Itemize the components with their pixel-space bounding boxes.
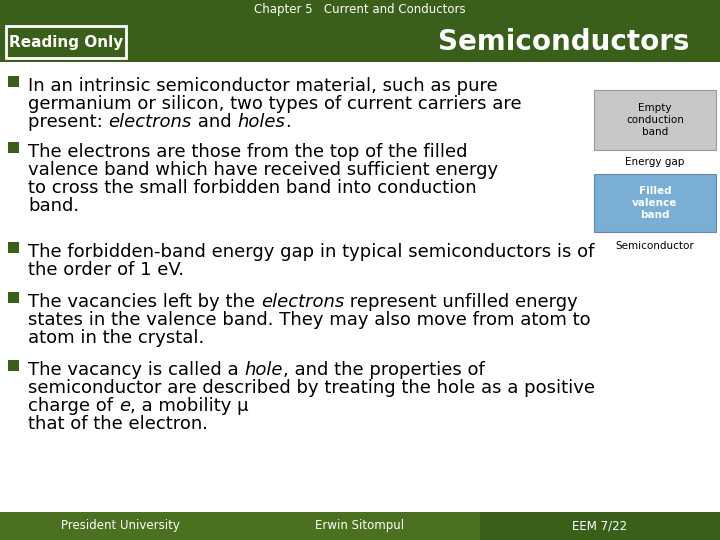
Text: semiconductor are described by treating the hole as a positive: semiconductor are described by treating … xyxy=(28,379,595,397)
FancyBboxPatch shape xyxy=(594,174,716,232)
Text: charge of: charge of xyxy=(28,397,119,415)
Text: valence band which have received sufficient energy: valence band which have received suffici… xyxy=(28,161,498,179)
Bar xyxy=(8,76,19,87)
Text: and: and xyxy=(192,113,237,131)
Text: germanium or silicon, two types of current carriers are: germanium or silicon, two types of curre… xyxy=(28,95,521,113)
Text: The electrons are those from the top of the filled: The electrons are those from the top of … xyxy=(28,143,467,161)
Text: Empty
conduction
band: Empty conduction band xyxy=(626,103,684,137)
FancyBboxPatch shape xyxy=(0,512,480,540)
FancyBboxPatch shape xyxy=(594,90,716,150)
Text: The vacancy is called a: The vacancy is called a xyxy=(28,361,244,379)
Text: President University: President University xyxy=(60,519,179,532)
Bar xyxy=(8,292,19,303)
Text: Semiconductors: Semiconductors xyxy=(438,28,690,56)
Text: Reading Only: Reading Only xyxy=(9,35,123,50)
Text: Energy gap: Energy gap xyxy=(625,157,685,167)
Bar xyxy=(8,142,19,153)
FancyBboxPatch shape xyxy=(0,0,720,20)
Text: EEM 7/22: EEM 7/22 xyxy=(572,519,628,532)
Text: Filled
valence
band: Filled valence band xyxy=(632,186,678,220)
Text: to cross the small forbidden band into conduction: to cross the small forbidden band into c… xyxy=(28,179,477,197)
Text: In an intrinsic semiconductor material, such as pure: In an intrinsic semiconductor material, … xyxy=(28,77,498,95)
Text: represent unfilled energy: represent unfilled energy xyxy=(344,293,577,311)
Text: holes: holes xyxy=(237,113,285,131)
Text: the order of 1 eV.: the order of 1 eV. xyxy=(28,261,184,279)
Text: , a mobility μ: , a mobility μ xyxy=(130,397,248,415)
Text: electrons: electrons xyxy=(109,113,192,131)
Bar xyxy=(8,242,19,253)
Text: Chapter 5   Current and Conductors: Chapter 5 Current and Conductors xyxy=(254,3,466,17)
Text: present:: present: xyxy=(28,113,109,131)
Text: The vacancies left by the: The vacancies left by the xyxy=(28,293,261,311)
Text: , and the properties of: , and the properties of xyxy=(283,361,485,379)
FancyBboxPatch shape xyxy=(480,512,720,540)
Text: Semiconductor: Semiconductor xyxy=(616,241,694,251)
Text: The forbidden-band energy gap in typical semiconductors is of: The forbidden-band energy gap in typical… xyxy=(28,243,595,261)
Text: states in the valence band. They may also move from atom to: states in the valence band. They may als… xyxy=(28,311,590,329)
Text: Erwin Sitompul: Erwin Sitompul xyxy=(315,519,405,532)
Text: .: . xyxy=(285,113,291,131)
Bar xyxy=(8,360,19,371)
Text: that of the electron.: that of the electron. xyxy=(28,415,208,433)
Text: e: e xyxy=(119,397,130,415)
Text: atom in the crystal.: atom in the crystal. xyxy=(28,329,204,347)
Text: electrons: electrons xyxy=(261,293,344,311)
FancyBboxPatch shape xyxy=(0,62,720,512)
FancyBboxPatch shape xyxy=(6,26,126,58)
Text: hole: hole xyxy=(244,361,283,379)
Text: charge of: charge of xyxy=(28,397,119,415)
Text: band.: band. xyxy=(28,197,79,215)
FancyBboxPatch shape xyxy=(0,20,720,62)
